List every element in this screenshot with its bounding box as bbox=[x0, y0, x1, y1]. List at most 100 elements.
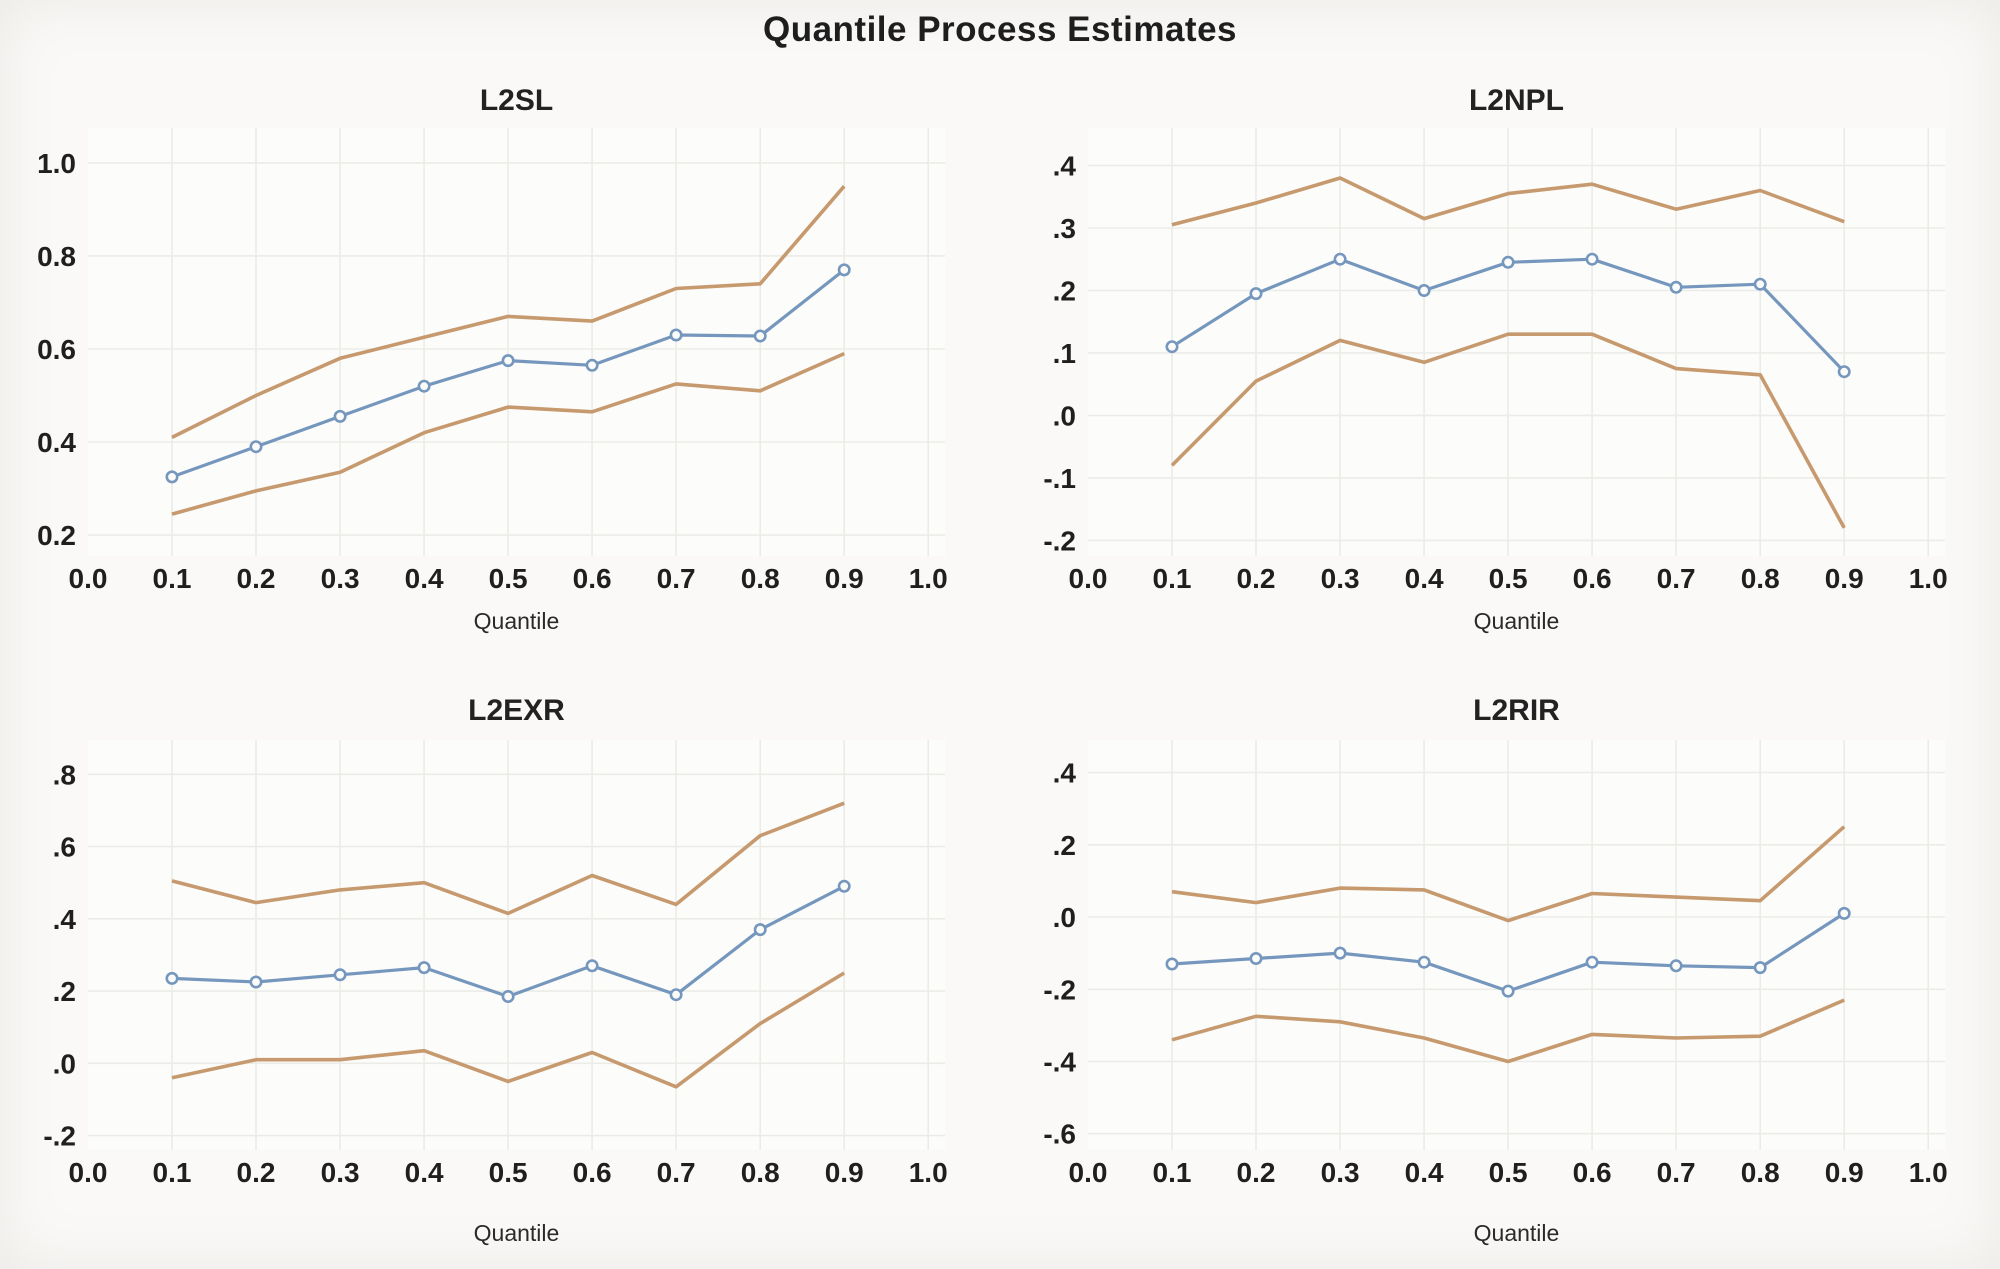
estimate-line bbox=[165, 879, 851, 1003]
data-point-marker bbox=[333, 409, 347, 423]
y-tick-label: -.2 bbox=[43, 1121, 76, 1152]
y-tick-label: .1 bbox=[1053, 338, 1076, 369]
data-point-marker bbox=[417, 379, 431, 393]
x-tick-label: 0.7 bbox=[1657, 1157, 1696, 1188]
data-point-marker bbox=[1585, 252, 1599, 266]
data-point-marker bbox=[1333, 252, 1347, 266]
x-tick-label: 0.6 bbox=[573, 563, 612, 594]
x-tick-label: 0.2 bbox=[237, 563, 276, 594]
panel-l2sl: L2SL 0.0 0.1 0.2 0.3 0.4 0.5 0.6 0.7 0.8 0.9 1.0 1.… bbox=[0, 60, 1000, 657]
panel-l2exr: L2EXR 0.0 0.1 0.2 0.3 0.4 0.5 0.6 0.7 0.8 0.9 1.0.… bbox=[0, 672, 1000, 1269]
estimate-line bbox=[1165, 906, 1851, 998]
x-tick-label: 0.5 bbox=[489, 563, 528, 594]
x-tick-label: 1.0 bbox=[1909, 563, 1948, 594]
estimate-line bbox=[1165, 252, 1851, 379]
y-tick-label: -.1 bbox=[1043, 463, 1076, 494]
x-tick-label: 0.8 bbox=[1741, 1157, 1780, 1188]
data-point-marker bbox=[1669, 280, 1683, 294]
data-point-marker bbox=[1501, 984, 1515, 998]
y-tick-labels: .8 .6 .4 .2 .0 -.2 bbox=[43, 759, 76, 1151]
upper-confidence-band bbox=[1171, 176, 1845, 227]
y-tick-labels: .4 .3 .2 .1 .0 -.1 -.2 bbox=[1043, 151, 1076, 557]
x-tick-label: 1.0 bbox=[1909, 1157, 1948, 1188]
x-tick-label: 0.3 bbox=[321, 563, 360, 594]
y-tick-label: .6 bbox=[53, 832, 76, 863]
data-point-marker bbox=[669, 328, 683, 342]
x-tick-labels: 0.0 0.1 0.2 0.3 0.4 0.5 0.6 0.7 0.8 0.9 1.0 bbox=[69, 563, 948, 594]
y-tick-label: .0 bbox=[53, 1048, 76, 1079]
upper-confidence-band bbox=[171, 185, 846, 440]
x-tick-label: 0.8 bbox=[741, 563, 780, 594]
data-point-marker bbox=[417, 961, 431, 975]
lower-confidence-band bbox=[1170, 332, 1846, 529]
x-tick-labels: 0.0 0.1 0.2 0.3 0.4 0.5 0.6 0.7 0.8 0.9 1.0 bbox=[1069, 563, 1948, 594]
x-tick-label: 0.0 bbox=[1069, 1157, 1108, 1188]
x-tick-label: 0.4 bbox=[405, 1157, 444, 1188]
x-tick-label: 0.8 bbox=[741, 1157, 780, 1188]
panel-l2npl: L2NPL 0.0 0.1 0.2 0.3 0.4 0.5 0.6 0.7 0.8 0.9 1.0.… bbox=[1000, 60, 2000, 657]
x-axis-label: Quantile bbox=[473, 608, 560, 634]
chart-title-l2rir: L2RIR bbox=[1473, 694, 1560, 727]
gridlines bbox=[1088, 128, 1945, 556]
x-tick-label: 0.9 bbox=[1825, 1157, 1864, 1188]
data-point-marker bbox=[585, 358, 599, 372]
data-point-marker bbox=[1249, 951, 1263, 965]
data-point-marker bbox=[1333, 946, 1347, 960]
plot-area bbox=[88, 128, 945, 556]
data-point-marker bbox=[1837, 906, 1851, 920]
y-tick-label: .3 bbox=[1053, 213, 1076, 244]
l2exr-chart: 0.0 0.1 0.2 0.3 0.4 0.5 0.6 0.7 0.8 0.9 1.0 .8 .6 .4.… bbox=[43, 740, 948, 1188]
x-tick-label: 0.5 bbox=[1489, 563, 1528, 594]
x-tick-label: 0.1 bbox=[1153, 563, 1192, 594]
data-point-marker bbox=[585, 959, 599, 973]
y-tick-labels: .4 .2 .0 -.2 -.4 -.6 bbox=[1043, 758, 1076, 1150]
x-tick-label: 0.9 bbox=[1825, 563, 1864, 594]
data-point-marker bbox=[1837, 365, 1851, 379]
y-tick-label: -.4 bbox=[1043, 1047, 1076, 1078]
x-axis-label: Quantile bbox=[1473, 1220, 1560, 1246]
data-point-marker bbox=[333, 968, 347, 982]
x-tick-label: 0.7 bbox=[1657, 563, 1696, 594]
y-tick-label: 1.0 bbox=[37, 148, 76, 179]
y-tick-label: .0 bbox=[1053, 400, 1076, 431]
x-tick-label: 0.6 bbox=[573, 1157, 612, 1188]
l2rir-chart: 0.0 0.1 0.2 0.3 0.4 0.5 0.6 0.7 0.8 0.9 1.0 .4 .2 .0 -… bbox=[1043, 740, 1948, 1188]
x-tick-label: 0.6 bbox=[1573, 563, 1612, 594]
y-tick-label: 0.6 bbox=[37, 334, 76, 365]
gridlines bbox=[88, 128, 945, 556]
data-point-marker bbox=[249, 440, 263, 454]
data-point-marker bbox=[1585, 955, 1599, 969]
data-point-marker bbox=[669, 988, 683, 1002]
data-point-marker bbox=[1501, 255, 1515, 269]
x-tick-label: 0.9 bbox=[825, 1157, 864, 1188]
y-tick-label: .4 bbox=[1053, 151, 1077, 182]
y-tick-label: 0.8 bbox=[37, 241, 76, 272]
x-tick-label: 0.7 bbox=[657, 1157, 696, 1188]
estimate-line bbox=[165, 263, 851, 484]
y-tick-label: -.6 bbox=[1043, 1119, 1076, 1150]
figure-title: Quantile Process Estimates bbox=[762, 10, 1238, 49]
y-tick-label: .2 bbox=[1053, 276, 1076, 307]
x-tick-label: 0.4 bbox=[405, 563, 444, 594]
data-point-marker bbox=[1669, 959, 1683, 973]
x-tick-label: 0.5 bbox=[489, 1157, 528, 1188]
lower-confidence-band bbox=[171, 971, 846, 1089]
x-tick-label: 0.3 bbox=[1321, 1157, 1360, 1188]
data-point-marker bbox=[501, 354, 515, 368]
y-tick-labels: 1.0 0.8 0.6 0.4 0.2 bbox=[37, 148, 76, 551]
plot-area bbox=[1088, 740, 1945, 1150]
x-tick-label: 0.2 bbox=[237, 1157, 276, 1188]
y-tick-label: -.2 bbox=[1043, 525, 1076, 556]
x-tick-label: 0.0 bbox=[1069, 563, 1108, 594]
chart-title-l2sl: L2SL bbox=[479, 84, 554, 117]
x-tick-label: 0.1 bbox=[153, 563, 192, 594]
plot-area bbox=[1088, 128, 1945, 556]
y-tick-label: .4 bbox=[1053, 758, 1077, 789]
y-tick-label: 0.2 bbox=[37, 520, 76, 551]
data-point-marker bbox=[1249, 287, 1263, 301]
data-point-marker bbox=[753, 923, 767, 937]
x-tick-label: 1.0 bbox=[909, 1157, 948, 1188]
data-point-marker bbox=[1417, 955, 1431, 969]
y-tick-label: .8 bbox=[53, 759, 76, 790]
data-point-marker bbox=[837, 879, 851, 893]
